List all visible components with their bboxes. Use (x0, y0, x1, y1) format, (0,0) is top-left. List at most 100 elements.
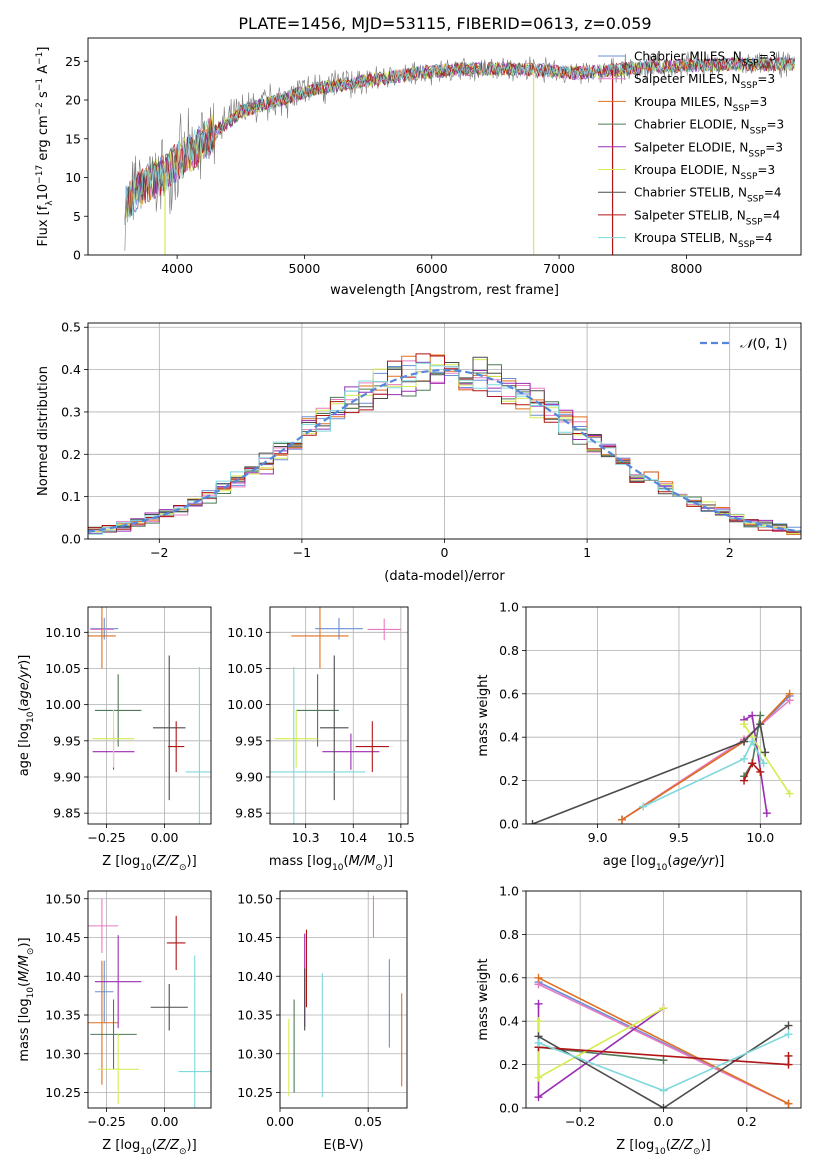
age_vs_Z-plot-area (88, 607, 211, 824)
y-tick-label: 0.2 (61, 447, 81, 462)
y-tick-label: 0.6 (499, 970, 519, 985)
weights_vs_age-frame (525, 606, 802, 825)
x-tick-label: 0.00 (151, 830, 179, 845)
x-tick-label: −1 (293, 545, 311, 560)
weights_vs_age-plot-area (528, 689, 794, 824)
y-tick-label: 1.0 (499, 600, 519, 615)
x-tick-label: 0.00 (266, 1114, 294, 1129)
y-tick-label: 0.2 (499, 773, 519, 788)
x-tick-label: −0.2 (565, 1114, 595, 1129)
y-tick-label: 5 (73, 209, 81, 224)
spectrum-model-line (124, 56, 795, 225)
y-tick-label: 0.6 (499, 686, 519, 701)
x-tick-label: 10.0 (746, 830, 774, 845)
age-vs-Z-xlabel: Z [log10(Z/Z⊙)] (102, 854, 196, 873)
y-tick-label: 10.30 (237, 1046, 273, 1061)
spectrum-panel: 4000 5000 6000 7000 8000 0 5 10 15 20 25 wavelength… (35, 37, 802, 298)
y-tick-label: 10.35 (45, 1008, 81, 1023)
weights_vs_age-panel: 9.0 9.5 10.0 0.0 0.2 0.4 0.6 0.8 1.0 age [log10(a… (476, 600, 802, 873)
y-tick-label: 10 (65, 170, 81, 185)
x-tick-label: −2 (150, 545, 168, 560)
age_vs_Z-panel: −0.25 0.00 9.85 9.90 9.95 10.00 10.05 10.10 Z [l… (17, 606, 212, 873)
weight-line (538, 983, 789, 1105)
spectrum-plot-area (124, 51, 795, 255)
legend-entry: Salpeter STELIB, NSSP=4 (634, 208, 780, 227)
mass_vs_Z-frame (87, 890, 212, 1109)
legend-entry: Salpeter ELODIE, NSSP=3 (634, 140, 783, 159)
y-tick-label: 9.85 (53, 806, 81, 821)
x-tick-label: −0.25 (87, 830, 125, 845)
y-tick-label: 0.0 (61, 532, 81, 547)
mass_vs_ebv-frame (279, 890, 408, 1109)
y-tick-label: 10.05 (45, 661, 81, 676)
spectrum-ylabel: Flux [fλ10−17 erg cm−2 s−1 A−1] (35, 47, 55, 247)
spectrum-model-line (124, 56, 795, 225)
x-tick-label: 9.0 (588, 830, 608, 845)
spectrum-legend: Chabrier MILES, NSSP=3 Salpeter MILES, NS… (598, 50, 784, 250)
y-tick-label: 10.50 (237, 891, 273, 906)
y-tick-label: 10.10 (227, 625, 263, 640)
y-tick-label: 0.8 (499, 643, 519, 658)
y-tick-label: 10.00 (45, 697, 81, 712)
y-tick-label: 10.50 (45, 891, 81, 906)
y-tick-label: 10.45 (45, 930, 81, 945)
y-tick-label: 0.3 (61, 404, 81, 419)
residuals-xlabel: (data-model)/error (384, 569, 505, 584)
x-tick-label: 0.0 (654, 1114, 674, 1129)
x-tick-label: 0.2 (737, 1114, 757, 1129)
legend-entry: Kroupa STELIB, NSSP=4 (634, 231, 772, 250)
weights_vs_age-ylabel: mass weight (476, 674, 491, 756)
x-tick-label: 0.05 (354, 1114, 382, 1129)
normal-curve (88, 368, 801, 533)
y-tick-label: 10.40 (45, 969, 81, 984)
residuals-plot-area (88, 353, 801, 535)
x-tick-label: 2 (726, 545, 734, 560)
y-tick-label: 0.4 (61, 362, 81, 377)
x-tick-label: 0 (441, 545, 449, 560)
x-tick-label: 9.5 (669, 830, 689, 845)
age_vs_mass-plot-area (270, 607, 401, 824)
figure-title: PLATE=1456, MJD=53115, FIBERID=0613, z=0… (238, 14, 651, 33)
y-tick-label: 9.95 (235, 733, 263, 748)
mass-vs-ebv-xlabel: E(B-V) (323, 1138, 363, 1153)
residuals-panel: −2 −1 0 1 2 0.0 0.1 0.2 0.3 0.4 0.5 𝒩(0, 1) (data-mo… (36, 320, 802, 584)
y-tick-label: 0.8 (499, 927, 519, 942)
residual-histogram-step (88, 362, 801, 535)
y-tick-label: 0 (73, 248, 81, 263)
x-tick-label: −0.25 (87, 1114, 125, 1129)
y-tick-label: 10.30 (45, 1046, 81, 1061)
x-tick-label: 10.4 (339, 830, 367, 845)
y-tick-label: 10.40 (237, 969, 273, 984)
x-tick-label: 1 (583, 545, 591, 560)
x-tick-label: 7000 (543, 261, 575, 276)
residuals-ylabel: Normed distribution (36, 366, 51, 496)
legend-entry: Kroupa MILES, NSSP=3 (634, 95, 767, 114)
y-tick-label: 0.0 (499, 817, 519, 832)
y-tick-label: 0.0 (499, 1101, 519, 1116)
age_vs_Z-frame (87, 606, 212, 825)
weights_vs_Z-plot-area (534, 973, 793, 1108)
x-tick-label: 4000 (161, 261, 193, 276)
y-tick-label: 9.95 (53, 733, 81, 748)
y-tick-label: 10.05 (227, 661, 263, 676)
x-tick-label: 5000 (289, 261, 321, 276)
spectrum-model-line (124, 56, 795, 225)
weights_vs_Z-panel: −0.2 0.0 0.2 0.0 0.2 0.4 0.6 0.8 1.0 Z [log10(Z/Z… (476, 884, 802, 1157)
mass-vs-Z-ylabel: mass [log10(M/M⊙)] (17, 937, 36, 1061)
x-tick-label: 8000 (671, 261, 703, 276)
x-tick-label: 0.00 (151, 1114, 179, 1129)
y-tick-label: 10.35 (237, 1008, 273, 1023)
y-tick-label: 0.2 (499, 1057, 519, 1072)
weight-line (532, 722, 766, 824)
age-vs-Z-ylabel: age [log10(age/yr)] (17, 655, 36, 777)
age_vs_mass-panel: 10.3 10.4 10.5 9.85 9.90 9.95 10.00 10.05 10.10 m… (227, 606, 415, 873)
y-tick-label: 0.5 (61, 320, 81, 335)
legend-entry: 𝒩(0, 1) (740, 337, 787, 352)
age-vs-mass-xlabel: mass [log10(M/M⊙)] (269, 854, 393, 873)
legend-entry: Chabrier ELODIE, NSSP=3 (634, 118, 784, 137)
y-tick-label: 25 (65, 54, 81, 69)
weights_vs_Z-ylabel: mass weight (476, 958, 491, 1040)
y-tick-label: 0.4 (499, 1014, 519, 1029)
y-tick-label: 10.00 (227, 697, 263, 712)
